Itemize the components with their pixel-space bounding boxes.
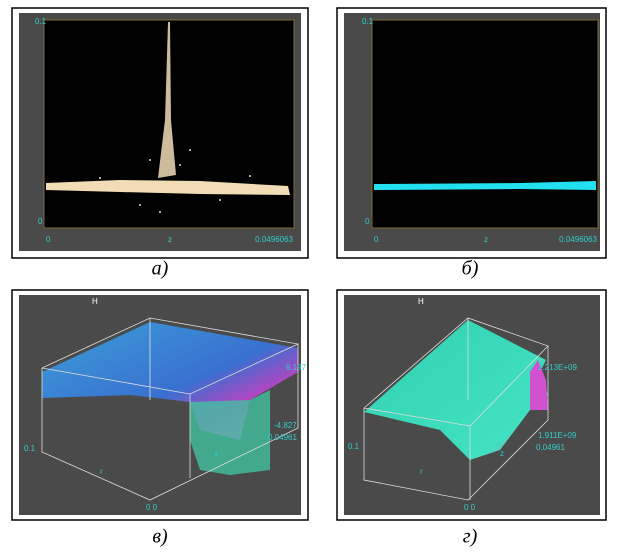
z-min-label: 1.911E+09 — [538, 431, 577, 440]
surface-front — [190, 390, 270, 475]
r-max-label: 0.1 — [24, 444, 36, 453]
plot-title: H — [418, 297, 424, 306]
x-min-label: 0 — [46, 235, 51, 244]
plot-title: H — [92, 297, 98, 306]
y-max-label: 0.1 — [35, 17, 47, 26]
plot-area — [372, 20, 598, 228]
y-min-label: 0 — [38, 217, 43, 226]
r-axis-label: r — [100, 467, 103, 476]
x-max-label: 0.04961 — [536, 443, 565, 452]
r-max-label: 0.1 — [348, 442, 360, 451]
y-min-label: 0 — [365, 217, 370, 226]
y-max-label: 0.1 — [362, 17, 374, 26]
x-axis-label: z — [214, 449, 218, 458]
caption: в) — [152, 526, 168, 548]
origin-label: 0 0 — [464, 503, 476, 512]
x-axis-label: z — [500, 449, 504, 458]
caption: б) — [462, 258, 479, 280]
x-axis-label: z — [168, 235, 172, 244]
x-max-label: 0.0496063 — [255, 235, 293, 244]
z-max-label: 2.213E+09 — [538, 363, 577, 372]
caption: а) — [152, 258, 169, 280]
figure: 0.1 0 0 z 0.0496063 а) 0.1 0 0 z 0.04960… — [0, 0, 619, 552]
panel-d: H 2.213E+09 1.911E+09 0.04961 0.1 r z 0 … — [337, 290, 606, 520]
panel-c: H 6.197 -4.827 0.04961 0.1 r z 0 0 — [12, 290, 308, 520]
x-max-label: 0.0496063 — [559, 235, 597, 244]
x-max-label: 0.04961 — [268, 433, 297, 442]
panel-b: 0.1 0 0 z 0.0496063 — [337, 8, 606, 258]
z-max-label: 6.197 — [286, 363, 307, 372]
panel-a: 0.1 0 0 z 0.0496063 — [12, 8, 308, 258]
x-axis-label: z — [484, 235, 488, 244]
r-axis-label: r — [420, 467, 423, 476]
x-min-label: 0 — [374, 235, 379, 244]
caption: г) — [463, 526, 478, 548]
origin-label: 0 0 — [146, 503, 158, 512]
z-min-label: -4.827 — [274, 421, 297, 430]
